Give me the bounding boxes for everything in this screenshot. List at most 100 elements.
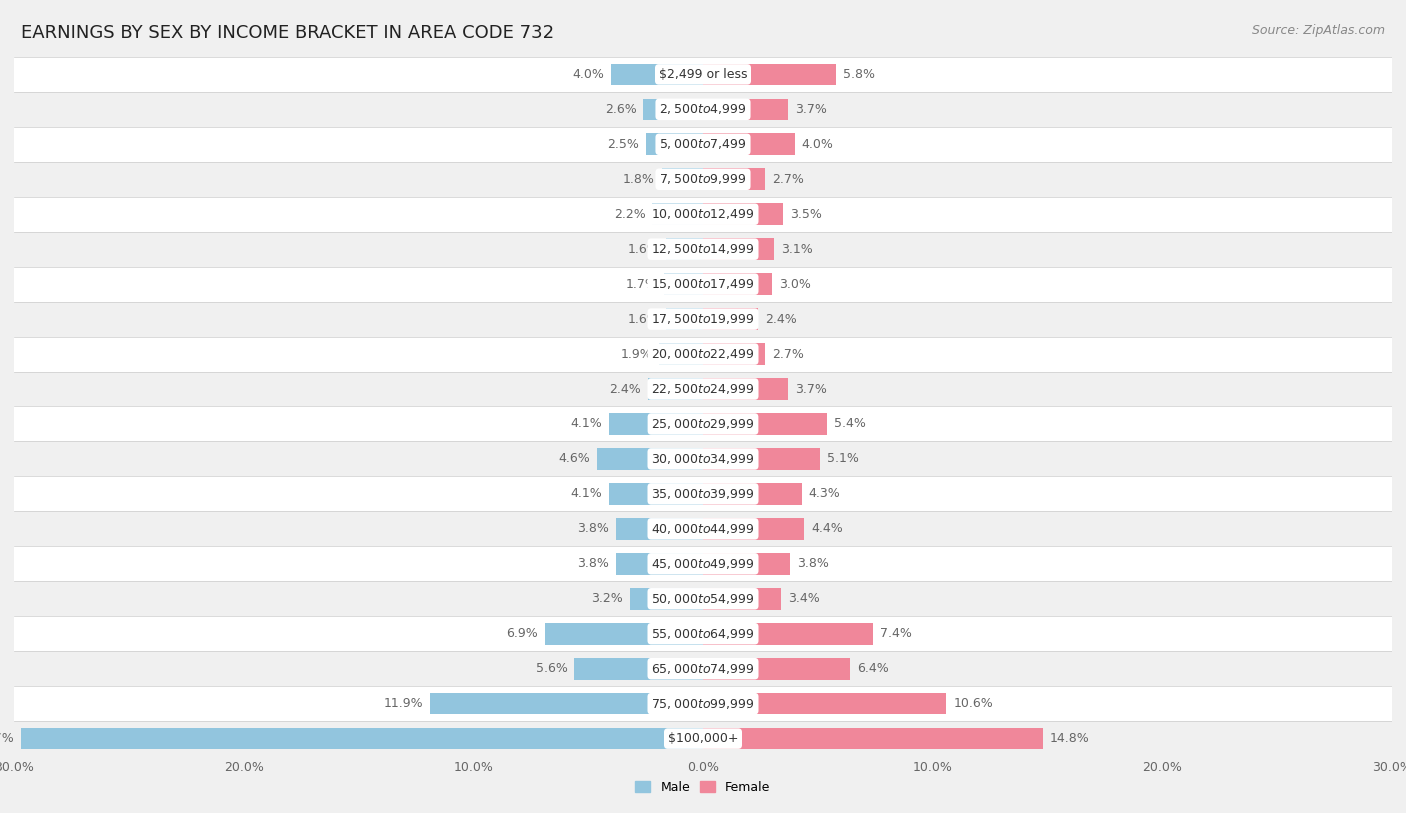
Text: $75,000 to $99,999: $75,000 to $99,999 — [651, 697, 755, 711]
Text: $35,000 to $39,999: $35,000 to $39,999 — [651, 487, 755, 501]
Bar — [612, 63, 703, 85]
Bar — [703, 448, 820, 470]
Bar — [703, 728, 1043, 750]
Text: $40,000 to $44,999: $40,000 to $44,999 — [651, 522, 755, 536]
Text: 3.0%: 3.0% — [779, 278, 811, 290]
Bar — [14, 721, 1392, 756]
Bar — [703, 63, 837, 85]
Bar — [662, 168, 703, 190]
Text: $55,000 to $64,999: $55,000 to $64,999 — [651, 627, 755, 641]
Bar — [14, 302, 1392, 337]
Bar — [575, 658, 703, 680]
Bar — [703, 273, 772, 295]
Bar — [703, 588, 782, 610]
Bar — [14, 616, 1392, 651]
Bar — [616, 553, 703, 575]
Legend: Male, Female: Male, Female — [630, 776, 776, 799]
Bar — [14, 476, 1392, 511]
Text: 3.7%: 3.7% — [794, 383, 827, 395]
Text: 14.8%: 14.8% — [1050, 733, 1090, 745]
Text: 2.4%: 2.4% — [609, 383, 641, 395]
Bar — [14, 511, 1392, 546]
Text: $25,000 to $29,999: $25,000 to $29,999 — [651, 417, 755, 431]
Text: 6.4%: 6.4% — [856, 663, 889, 675]
Bar — [645, 133, 703, 155]
Text: 3.2%: 3.2% — [591, 593, 623, 605]
Text: 4.4%: 4.4% — [811, 523, 842, 535]
Text: $5,000 to $7,499: $5,000 to $7,499 — [659, 137, 747, 151]
Text: 2.2%: 2.2% — [614, 208, 645, 220]
Text: 1.6%: 1.6% — [627, 313, 659, 325]
Bar — [14, 57, 1392, 92]
Bar — [14, 686, 1392, 721]
Text: $17,500 to $19,999: $17,500 to $19,999 — [651, 312, 755, 326]
Text: 1.9%: 1.9% — [620, 348, 652, 360]
Text: $22,500 to $24,999: $22,500 to $24,999 — [651, 382, 755, 396]
Bar — [703, 693, 946, 715]
Text: $2,499 or less: $2,499 or less — [659, 68, 747, 80]
Bar — [703, 98, 787, 120]
Text: 29.7%: 29.7% — [0, 733, 14, 745]
Text: 1.6%: 1.6% — [627, 243, 659, 255]
Bar — [703, 483, 801, 505]
Bar — [703, 308, 758, 330]
Text: 3.8%: 3.8% — [576, 558, 609, 570]
Bar — [14, 651, 1392, 686]
Bar — [703, 658, 851, 680]
Text: 3.5%: 3.5% — [790, 208, 823, 220]
Text: 6.9%: 6.9% — [506, 628, 537, 640]
Bar — [14, 441, 1392, 476]
Bar — [630, 588, 703, 610]
Text: 3.4%: 3.4% — [787, 593, 820, 605]
Text: $2,500 to $4,999: $2,500 to $4,999 — [659, 102, 747, 116]
Text: 5.8%: 5.8% — [844, 68, 875, 80]
Text: 2.7%: 2.7% — [772, 173, 804, 185]
Text: 3.8%: 3.8% — [797, 558, 830, 570]
Bar — [703, 413, 827, 435]
Text: 2.4%: 2.4% — [765, 313, 797, 325]
Text: 7.4%: 7.4% — [880, 628, 911, 640]
Bar — [14, 406, 1392, 441]
Bar — [659, 343, 703, 365]
Text: $12,500 to $14,999: $12,500 to $14,999 — [651, 242, 755, 256]
Text: 1.7%: 1.7% — [626, 278, 657, 290]
Text: 3.7%: 3.7% — [794, 103, 827, 115]
Bar — [609, 413, 703, 435]
Bar — [14, 581, 1392, 616]
Text: 2.6%: 2.6% — [605, 103, 637, 115]
Text: 3.1%: 3.1% — [782, 243, 813, 255]
Text: 4.0%: 4.0% — [572, 68, 605, 80]
Text: 11.9%: 11.9% — [384, 698, 423, 710]
Bar — [14, 372, 1392, 406]
Bar — [616, 518, 703, 540]
Text: 5.6%: 5.6% — [536, 663, 568, 675]
Text: $20,000 to $22,499: $20,000 to $22,499 — [651, 347, 755, 361]
Bar — [703, 378, 787, 400]
Text: Source: ZipAtlas.com: Source: ZipAtlas.com — [1251, 24, 1385, 37]
Bar — [14, 267, 1392, 302]
Text: $100,000+: $100,000+ — [668, 733, 738, 745]
Text: 2.7%: 2.7% — [772, 348, 804, 360]
Text: 1.8%: 1.8% — [623, 173, 655, 185]
Bar — [14, 546, 1392, 581]
Text: 3.8%: 3.8% — [576, 523, 609, 535]
Bar — [430, 693, 703, 715]
Bar — [703, 623, 873, 645]
Bar — [14, 337, 1392, 372]
Bar — [703, 343, 765, 365]
Bar — [598, 448, 703, 470]
Text: $10,000 to $12,499: $10,000 to $12,499 — [651, 207, 755, 221]
Bar — [666, 238, 703, 260]
Text: 4.1%: 4.1% — [571, 488, 602, 500]
Text: 4.0%: 4.0% — [801, 138, 834, 150]
Bar — [652, 203, 703, 225]
Text: $15,000 to $17,499: $15,000 to $17,499 — [651, 277, 755, 291]
Text: $65,000 to $74,999: $65,000 to $74,999 — [651, 662, 755, 676]
Bar — [14, 162, 1392, 197]
Bar — [703, 238, 775, 260]
Bar — [703, 133, 794, 155]
Bar — [544, 623, 703, 645]
Bar — [664, 273, 703, 295]
Bar — [609, 483, 703, 505]
Bar — [14, 197, 1392, 232]
